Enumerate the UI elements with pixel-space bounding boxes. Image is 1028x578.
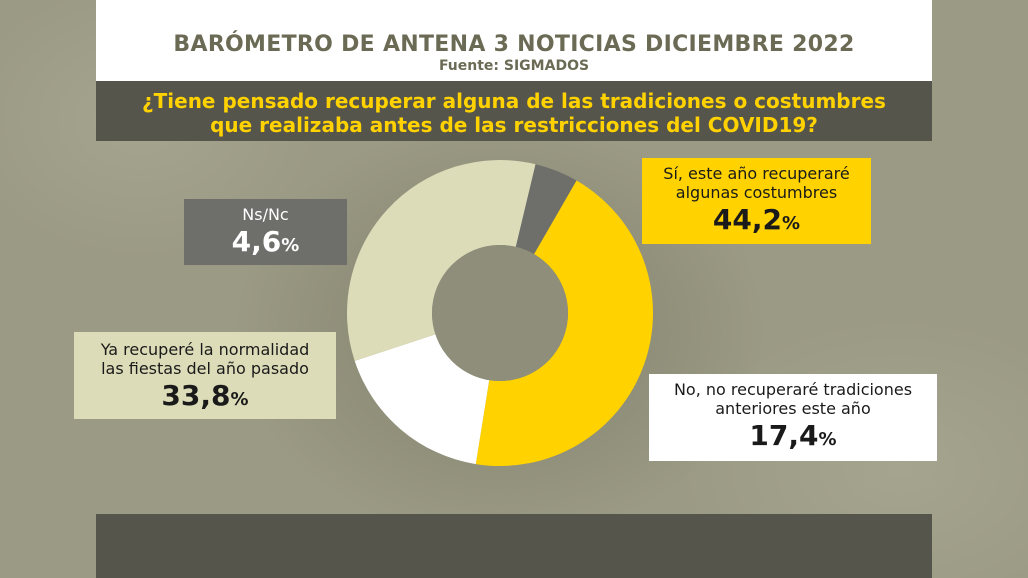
label-ya-line-2: las fiestas del año pasado: [101, 359, 309, 378]
label-yes-line-2: algunas costumbres: [675, 183, 838, 202]
slice-no: [354, 334, 490, 465]
footer-bar: [96, 514, 932, 578]
label-yes-number: 44,2: [712, 203, 783, 236]
question-line-1: ¿Tiene pensado recuperar alguna de las t…: [142, 89, 886, 113]
slice-ya: [346, 159, 536, 361]
label-no-line-1: No, no recuperaré tradiciones: [673, 380, 913, 399]
label-yes-line-1: Sí, este año recuperaré: [663, 164, 850, 183]
label-ya-number: 33,8: [161, 379, 231, 412]
label-ya-value: 33,8%: [74, 378, 336, 418]
label-yes-pct: %: [782, 213, 801, 234]
label-yes: Sí, este año recuperaré algunas costumbr…: [642, 158, 871, 244]
label-no-number: 17,4: [749, 419, 819, 452]
header-panel: BARÓMETRO DE ANTENA 3 NOTICIAS DICIEMBRE…: [96, 0, 932, 81]
slice-yes: [475, 180, 653, 466]
label-yes-value: 44,2%: [642, 202, 871, 242]
label-ya: Ya recuperé la normalidad las fiestas de…: [74, 332, 336, 419]
label-no-value: 17,4%: [649, 418, 937, 458]
question-banner: ¿Tiene pensado recuperar alguna de las t…: [96, 81, 932, 141]
chart-title: BARÓMETRO DE ANTENA 3 NOTICIAS DICIEMBRE…: [173, 32, 855, 57]
question-line-2: que realizaba antes de las restricciones…: [210, 113, 818, 137]
source-label: Fuente: SIGMADOS: [438, 58, 590, 74]
label-nsnc-pct: %: [281, 235, 300, 256]
slice-nsnc: [515, 164, 577, 255]
label-nsnc-value: 4,6%: [184, 224, 347, 264]
label-nsnc-number: 4,6: [231, 225, 282, 258]
label-no: No, no recuperaré tradiciones anteriores…: [649, 374, 937, 461]
label-no-line-2: anteriores este año: [715, 399, 871, 418]
label-nsnc-line-1: Ns/Nc: [242, 205, 289, 224]
label-ya-line-1: Ya recuperé la normalidad: [100, 340, 310, 359]
label-no-pct: %: [818, 429, 837, 450]
donut-hole: [432, 245, 568, 381]
label-ya-pct: %: [230, 389, 249, 410]
label-nsnc: Ns/Nc 4,6%: [184, 199, 347, 265]
